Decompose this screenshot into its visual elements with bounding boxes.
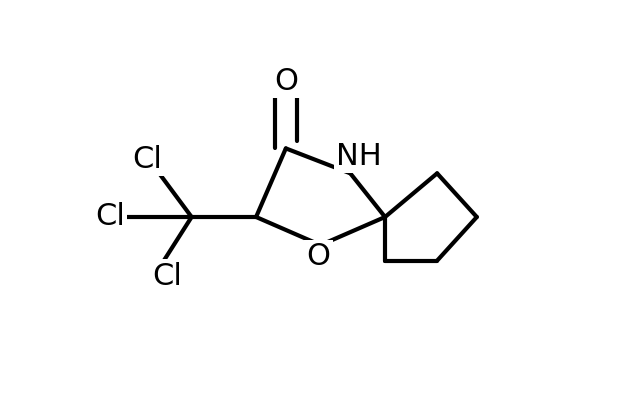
Text: NH: NH — [337, 142, 382, 171]
Text: O: O — [274, 67, 298, 96]
Text: O: O — [306, 243, 330, 271]
Text: Cl: Cl — [132, 145, 162, 174]
Text: Cl: Cl — [152, 262, 182, 291]
Text: Cl: Cl — [95, 202, 125, 232]
